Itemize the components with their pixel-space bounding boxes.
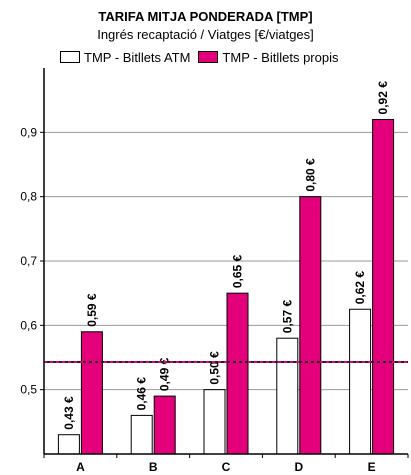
y-tick-label: 0,6 bbox=[20, 318, 37, 332]
data-label: 0,43 € bbox=[62, 396, 76, 430]
bar-atm-A bbox=[57, 434, 80, 455]
bar-propis-D bbox=[299, 196, 322, 455]
y-tick-label: 0,9 bbox=[20, 125, 37, 139]
data-label: 0,92 € bbox=[376, 81, 390, 115]
data-label: 0,49 € bbox=[158, 357, 172, 391]
bar-atm-C bbox=[203, 389, 226, 455]
y-tick-label: 0,5 bbox=[20, 383, 37, 397]
bar-atm-D bbox=[276, 337, 299, 455]
y-tick-label: 0,8 bbox=[20, 190, 37, 204]
bar-atm-B bbox=[130, 414, 153, 455]
bar-propis-E bbox=[372, 118, 395, 455]
bar-propis-A bbox=[80, 331, 103, 455]
bar-atm-E bbox=[349, 308, 372, 455]
data-label: 0,62 € bbox=[353, 271, 367, 305]
x-tick-label: E bbox=[368, 460, 376, 474]
data-label: 0,65 € bbox=[231, 254, 245, 288]
data-label: 0,46 € bbox=[135, 377, 149, 411]
data-label: 0,57 € bbox=[280, 300, 294, 334]
legend-swatch-propis bbox=[198, 51, 219, 63]
data-label: 0,50 € bbox=[208, 351, 222, 385]
chart-subtitle: Ingrés recaptació / Viatges [€/viatges] bbox=[97, 27, 314, 42]
legend-item-propis: TMP - Bitllets propis bbox=[198, 49, 339, 65]
y-tick-label: 0,7 bbox=[20, 254, 37, 268]
x-tick-label: A bbox=[76, 460, 85, 474]
bar-propis-B bbox=[153, 395, 176, 455]
data-label: 0,59 € bbox=[85, 293, 99, 327]
chart-title: TARIFA MITJA PONDERADA [TMP] bbox=[98, 9, 313, 24]
x-tick-label: C bbox=[222, 460, 231, 474]
x-tick-label: D bbox=[294, 460, 303, 474]
legend: TMP - Bitllets ATM TMP - Bitllets propis bbox=[60, 48, 347, 66]
legend-label-atm: TMP - Bitllets ATM bbox=[84, 49, 191, 65]
x-tick-label: B bbox=[149, 460, 158, 474]
legend-item-atm: TMP - Bitllets ATM bbox=[60, 50, 190, 65]
bar-propis-C bbox=[226, 292, 249, 455]
legend-swatch-atm bbox=[60, 51, 80, 63]
legend-label-propis: TMP - Bitllets propis bbox=[222, 49, 339, 65]
data-label: 0,80 € bbox=[303, 158, 317, 192]
